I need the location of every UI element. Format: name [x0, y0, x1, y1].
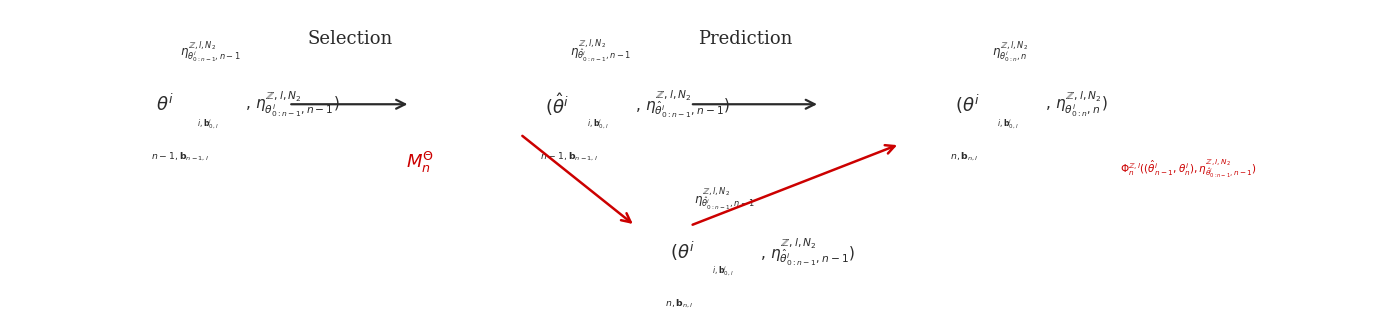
Text: $,\,\eta^{\mathbb{Z},l,N_2}_{\theta^i_{0:n},n})$: $,\,\eta^{\mathbb{Z},l,N_2}_{\theta^i_{0…: [1045, 89, 1108, 119]
Text: $\Phi^{\mathbb{Z},l}_n((\hat{\theta}^i_{n-1},\theta^i_n),\eta^{\mathbb{Z},l,N_2}: $\Phi^{\mathbb{Z},l}_n((\hat{\theta}^i_{…: [1119, 157, 1257, 180]
Text: $,\,\eta^{\mathbb{Z},l,N_2}_{\theta^i_{0:n-1},n-1})$: $,\,\eta^{\mathbb{Z},l,N_2}_{\theta^i_{0…: [245, 89, 340, 119]
Text: ${}_{n-1,\mathbf{b}_{n-1,l}}$: ${}_{n-1,\mathbf{b}_{n-1,l}}$: [150, 149, 208, 163]
Text: Selection: Selection: [307, 29, 393, 48]
Text: $(\hat{\theta}^i$: $(\hat{\theta}^i$: [546, 91, 569, 118]
Text: ${}_{i,\mathbf{b}^i_{0,l}}$: ${}_{i,\mathbf{b}^i_{0,l}}$: [712, 265, 733, 278]
Text: $M_n^\Theta$: $M_n^\Theta$: [407, 149, 434, 175]
Text: $\eta^{\mathbb{Z},l,N_2}_{\theta^i_{0:n-1},n-1}$: $\eta^{\mathbb{Z},l,N_2}_{\theta^i_{0:n-…: [181, 40, 241, 64]
Text: $(\theta^i$: $(\theta^i$: [955, 93, 980, 116]
Text: ${}_{n-1,\mathbf{b}_{n-1,l}}$: ${}_{n-1,\mathbf{b}_{n-1,l}}$: [540, 149, 598, 163]
Text: ${}_{n,\mathbf{b}_{n,l}}$: ${}_{n,\mathbf{b}_{n,l}}$: [949, 149, 978, 163]
Text: Prediction: Prediction: [697, 29, 792, 48]
Text: ${}_{i,\mathbf{b}^i_{0,l}}$: ${}_{i,\mathbf{b}^i_{0,l}}$: [587, 118, 609, 131]
Text: $,\,\eta^{\mathbb{Z},l,N_2}_{\hat{\theta}^i_{0:n-1},n-1})$: $,\,\eta^{\mathbb{Z},l,N_2}_{\hat{\theta…: [635, 88, 730, 120]
Text: $(\theta^i$: $(\theta^i$: [670, 240, 695, 263]
Text: $,\,\eta^{\mathbb{Z},l,N_2}_{\hat{\theta}^i_{0:n-1},n-1})$: $,\,\eta^{\mathbb{Z},l,N_2}_{\hat{\theta…: [759, 236, 854, 268]
Text: ${}_{i,\mathbf{b}^i_{0,l}}$: ${}_{i,\mathbf{b}^i_{0,l}}$: [197, 118, 219, 131]
Text: $\eta^{\mathbb{Z},l,N_2}_{\hat{\theta}^i_{0:n-1},n-1}$: $\eta^{\mathbb{Z},l,N_2}_{\hat{\theta}^i…: [569, 38, 631, 64]
Text: $\theta^i$: $\theta^i$: [156, 94, 174, 115]
Text: ${}_{n,\mathbf{b}_{n,l}}$: ${}_{n,\mathbf{b}_{n,l}}$: [666, 297, 693, 310]
Text: ${}_{i,\mathbf{b}^i_{0,l}}$: ${}_{i,\mathbf{b}^i_{0,l}}$: [996, 118, 1018, 131]
Text: $\eta^{\mathbb{Z},l,N_2}_{\theta^i_{0:n},n}$: $\eta^{\mathbb{Z},l,N_2}_{\theta^i_{0:n}…: [992, 40, 1028, 64]
Text: $\eta^{\mathbb{Z},l,N_2}_{\hat{\theta}^i_{0:n-1},n-1}$: $\eta^{\mathbb{Z},l,N_2}_{\hat{\theta}^i…: [695, 186, 755, 212]
